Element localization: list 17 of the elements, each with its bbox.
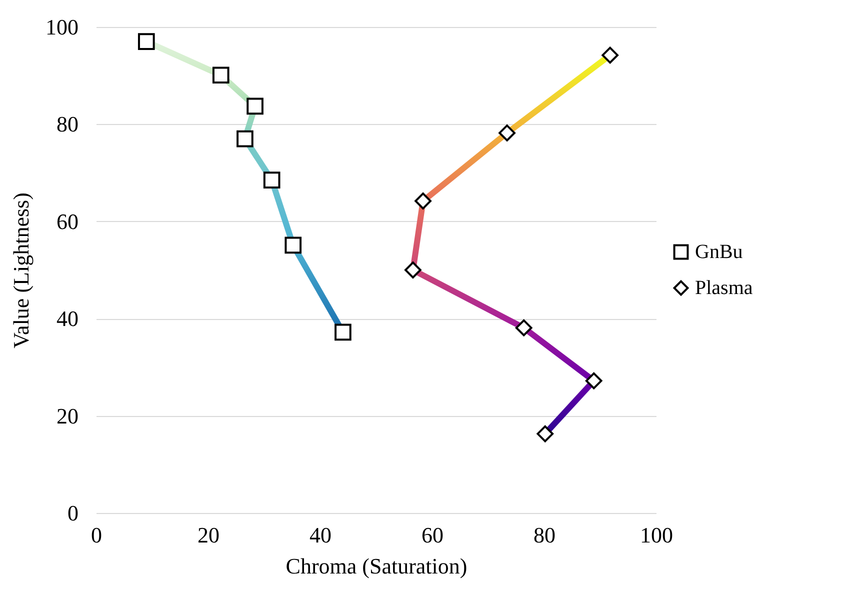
x-tick-label: 20	[198, 522, 220, 548]
y-axis-title: Value (Lightness)	[8, 192, 34, 348]
x-tick-label: 40	[310, 522, 332, 548]
x-axis-title: Chroma (Saturation)	[286, 554, 468, 578]
y-tick-label: 60	[56, 208, 78, 234]
x-tick-label: 0	[91, 522, 102, 548]
y-tick-label: 20	[56, 403, 78, 428]
x-tick-label: 100	[640, 522, 673, 548]
y-tick-label: 0	[68, 500, 78, 526]
x-tick-label: 80	[534, 522, 556, 548]
y-tick-label: 80	[56, 112, 78, 137]
y-tick-label: 40	[56, 306, 78, 332]
y-tick-label: 100	[46, 14, 78, 40]
legend-label: GnBu	[695, 241, 743, 263]
legend-label: Plasma	[695, 277, 753, 299]
point	[138, 33, 155, 50]
x-tick-label: 60	[422, 522, 444, 548]
